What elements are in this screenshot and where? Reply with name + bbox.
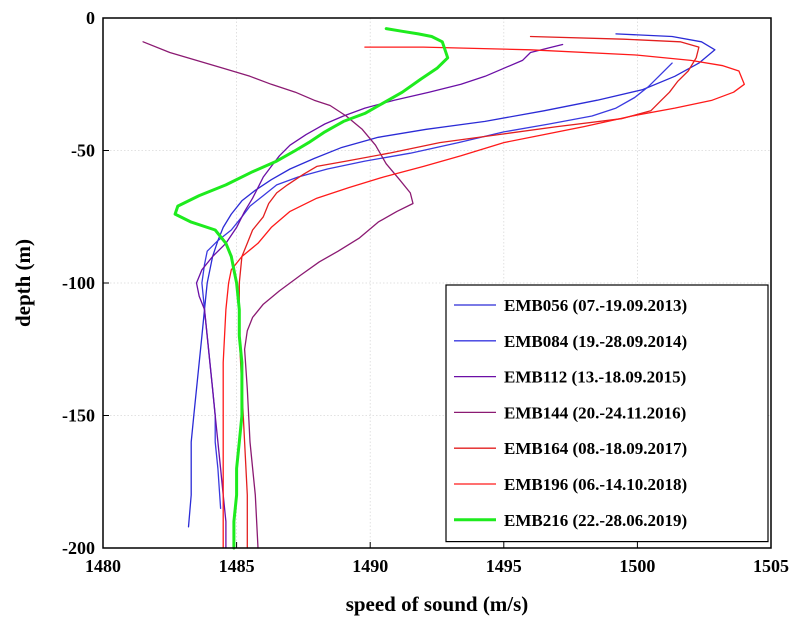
y-tick-labels: 0 -50 -100 -150 -200 (62, 8, 95, 558)
x-tick-label: 1505 (753, 556, 789, 576)
legend-label: EMB056 (07.-19.09.2013) (504, 296, 687, 315)
series-line-2 (195, 43, 564, 549)
series-line-4 (238, 35, 700, 549)
x-tick-label: 1495 (486, 556, 522, 576)
x-tick-label: 1485 (219, 556, 255, 576)
series-line-5 (222, 46, 745, 549)
series-line-3 (142, 41, 414, 549)
plot-frame (102, 17, 772, 549)
x-tick-label: 1480 (85, 556, 121, 576)
legend-label: EMB164 (08.-18.09.2017) (504, 439, 687, 458)
legend-box (445, 284, 769, 543)
series-line-6 (173, 27, 450, 550)
legend-label: EMB216 (22.-28.06.2019) (504, 511, 687, 530)
series-line-0 (187, 33, 716, 528)
y-tick-label: -200 (62, 538, 95, 558)
x-tick-labels: 1480 1485 1490 1495 1500 1505 (85, 556, 789, 576)
legend-label: EMB196 (06.-14.10.2018) (504, 475, 687, 494)
legend: EMB056 (07.-19.09.2013) EMB084 (19.-28.09… (445, 284, 769, 543)
y-tick-label: 0 (86, 8, 95, 28)
legend-label: EMB084 (19.-28.09.2014) (504, 332, 687, 351)
y-tick-label: -150 (62, 406, 95, 426)
y-tick-label: -50 (71, 141, 95, 161)
legend-label: EMB112 (13.-18.09.2015) (504, 368, 686, 387)
y-axis-label: depth (m) (11, 239, 35, 327)
x-axis-label: speed of sound (m/s) (346, 592, 529, 616)
x-tick-label: 1490 (352, 556, 388, 576)
legend-label: EMB144 (20.-24.11.2016) (504, 403, 686, 422)
x-tick-label: 1500 (619, 556, 655, 576)
y-tick-label: -100 (62, 273, 95, 293)
series-layer (142, 27, 745, 550)
